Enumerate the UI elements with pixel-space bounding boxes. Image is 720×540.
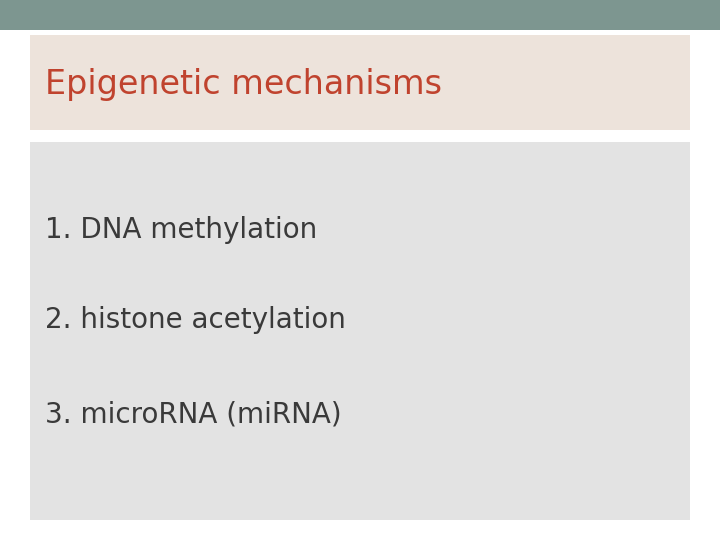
Text: 1. DNA methylation: 1. DNA methylation bbox=[45, 216, 318, 244]
Bar bbox=[0, 0, 720, 30]
Bar bbox=[30, 35, 690, 130]
Text: 3. microRNA (miRNA): 3. microRNA (miRNA) bbox=[45, 401, 341, 429]
Text: Epigenetic mechanisms: Epigenetic mechanisms bbox=[45, 68, 442, 101]
Text: 2. histone acetylation: 2. histone acetylation bbox=[45, 306, 346, 334]
Bar bbox=[30, 142, 690, 520]
